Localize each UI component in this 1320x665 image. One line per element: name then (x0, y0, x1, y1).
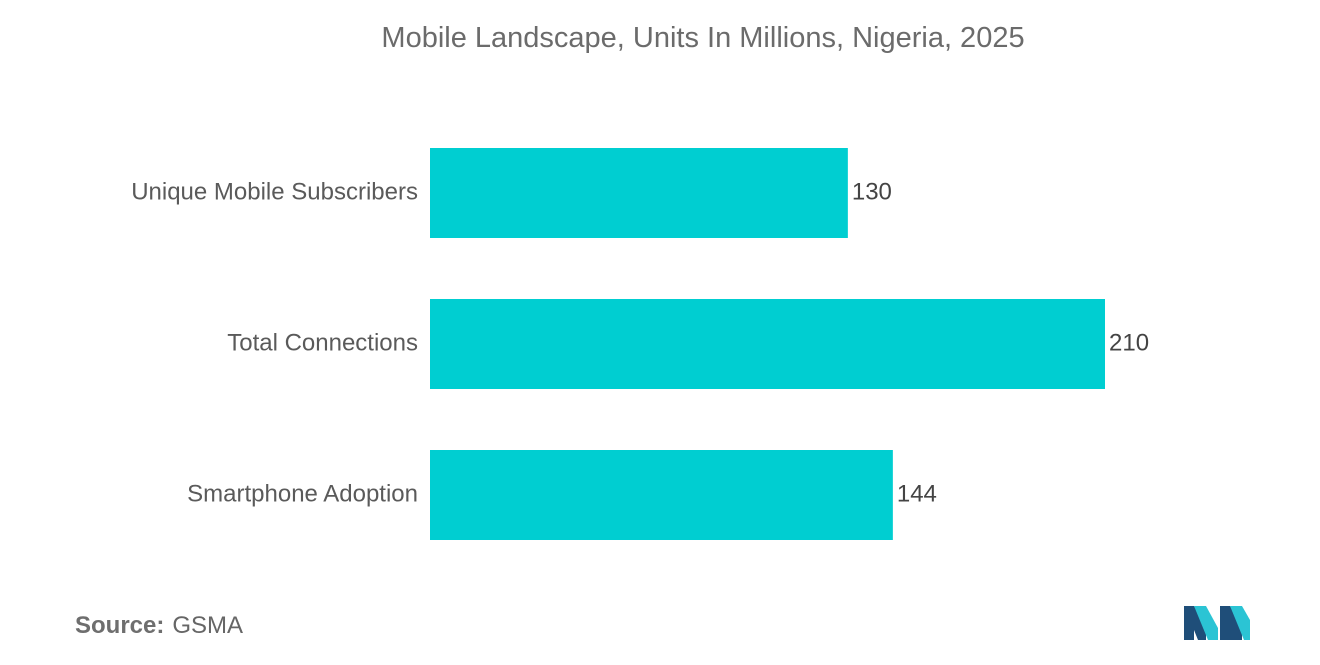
value-label: 130 (852, 178, 892, 205)
mordor-intelligence-logo-icon (1184, 606, 1250, 640)
bar-total-connections (430, 299, 1105, 389)
value-labels: 130 210 144 (852, 178, 1149, 507)
source-note: Source: GSMA (75, 612, 243, 640)
bar-unique-mobile-subscribers (430, 148, 848, 238)
source-key: Source: (75, 612, 165, 639)
value-label: 144 (897, 480, 937, 507)
bars-group (430, 148, 1105, 540)
category-labels: Unique Mobile Subscribers Total Connectio… (131, 178, 418, 507)
chart-title: Mobile Landscape, Units In Millions, Nig… (381, 22, 1025, 54)
bar-smartphone-adoption (430, 450, 893, 540)
source-value: GSMA (172, 612, 244, 639)
value-label: 210 (1109, 329, 1149, 356)
category-label: Smartphone Adoption (187, 480, 418, 507)
category-label: Unique Mobile Subscribers (131, 178, 418, 205)
category-label: Total Connections (227, 329, 418, 356)
bar-chart: Unique Mobile Subscribers Total Connectio… (131, 148, 1149, 540)
